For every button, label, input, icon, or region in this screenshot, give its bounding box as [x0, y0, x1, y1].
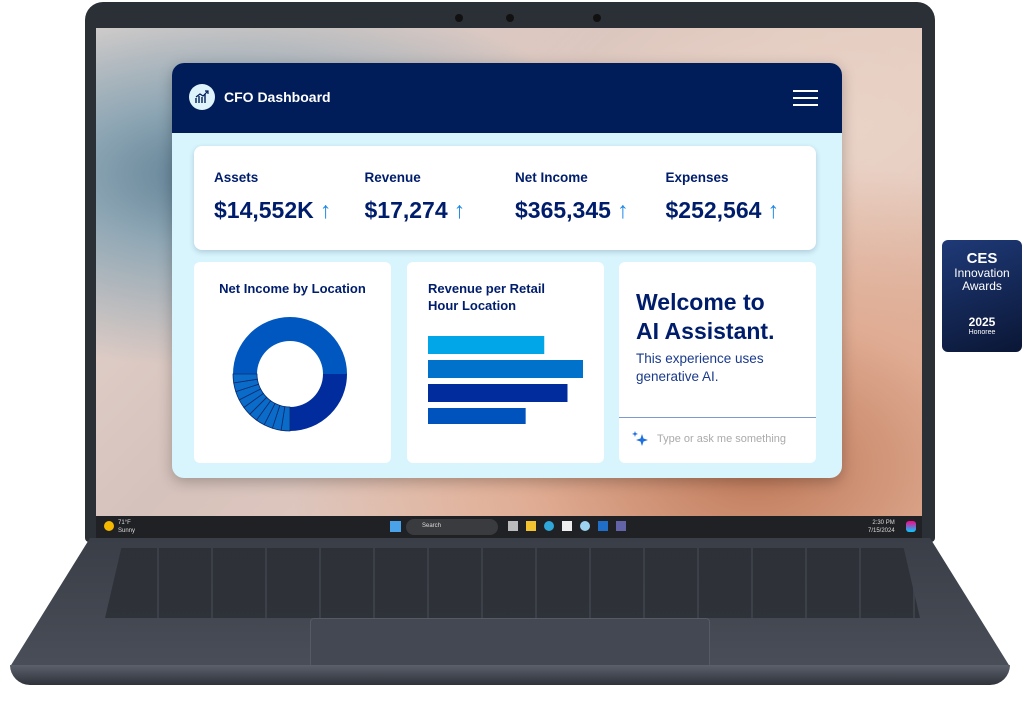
arrow-up-icon: ↑: [453, 197, 466, 223]
kpi-label: Revenue: [364, 170, 421, 185]
store-icon[interactable]: [562, 521, 572, 531]
file-explorer-icon[interactable]: [526, 521, 536, 531]
subtitle-line2: generative AI.: [636, 369, 719, 384]
arrow-up-icon: ↑: [616, 197, 629, 223]
kpi-label: Expenses: [665, 170, 729, 185]
ask-input[interactable]: Type or ask me something: [631, 430, 786, 448]
donut-slice[interactable]: [233, 317, 347, 374]
kpi-value: $14,552K: [214, 197, 314, 223]
weather-temp[interactable]: 71°F: [118, 520, 131, 526]
kpi-label: Net Income: [515, 170, 588, 185]
bar-title-line1: Revenue per Retail: [428, 281, 546, 296]
arrow-up-icon: ↑: [767, 197, 779, 223]
clock-time[interactable]: 2:30 PM: [872, 520, 895, 526]
dashboard-title: CFO Dashboard: [224, 89, 331, 105]
donut-slice[interactable]: [290, 374, 347, 431]
sensor-icon: [455, 14, 463, 22]
kpi-expenses: Expenses $252,564 ↑: [666, 146, 817, 250]
bar-card[interactable]: Revenue per Retail Hour Location: [407, 262, 604, 463]
bar[interactable]: [428, 336, 545, 354]
copilot-app-icon[interactable]: [580, 521, 590, 531]
kpi-value: $365,345: [515, 197, 611, 223]
laptop-front-edge: [10, 665, 1010, 685]
donut-card[interactable]: Net Income by Location: [194, 262, 391, 463]
sun-icon: [104, 521, 114, 531]
bar[interactable]: [428, 384, 568, 402]
donut-slice[interactable]: [232, 373, 258, 384]
badge-line1: Innovation: [954, 266, 1010, 280]
task-view-icon[interactable]: [508, 521, 518, 531]
kpi-label: Assets: [214, 170, 259, 185]
outlook-icon[interactable]: [598, 521, 608, 531]
cfo-dashboard-window: CFO Dashboard Assets $14,552K ↑ Revenue $17…: [172, 63, 842, 478]
kpi-card: Assets $14,552K ↑ Revenue $17,274 ↑ Net Inco…: [194, 146, 816, 250]
subtitle-line1: This experience uses: [636, 351, 764, 366]
donut-title: Net Income by Location: [219, 281, 366, 296]
kpi-value: $252,564: [665, 197, 762, 223]
touchpad: [310, 618, 710, 668]
webcam-icon: [506, 14, 514, 22]
badge-tier: Honoree: [968, 329, 996, 336]
ask-placeholder: Type or ask me something: [657, 433, 787, 445]
weather-text: Sunny: [118, 528, 136, 534]
ces-award-badge: CES Innovation Awards 2025 Honoree: [942, 240, 1022, 352]
badge-year: 2025: [968, 315, 996, 329]
sensor-icon: [593, 14, 601, 22]
edge-icon[interactable]: [544, 521, 554, 531]
badge-line2: Awards: [962, 279, 1002, 293]
bar[interactable]: [428, 360, 583, 378]
sparkle-icon: [632, 431, 648, 446]
taskbar: 71°F Sunny Search 2:30 PM 7/15/2024: [96, 516, 922, 538]
kpi-assets: Assets $14,552K ↑: [214, 146, 365, 250]
welcome-heading-line1: Welcome to: [636, 289, 765, 315]
search-label: Search: [422, 523, 442, 529]
bar-title-line2: Hour Location: [428, 298, 517, 313]
search-box[interactable]: Search: [406, 519, 498, 535]
ai-assistant-card: Welcome to AI Assistant. This experience …: [619, 262, 816, 463]
bar-chart: [428, 336, 583, 426]
donut-chart: [232, 317, 347, 432]
arrow-up-icon: ↑: [319, 197, 332, 223]
kpi-value: $17,274: [364, 197, 448, 223]
bar[interactable]: [428, 408, 526, 426]
clock-date[interactable]: 7/15/2024: [868, 528, 895, 534]
kpi-net-income: Net Income $365,345 ↑: [515, 146, 666, 250]
hamburger-icon[interactable]: [793, 90, 818, 106]
kpi-revenue: Revenue $17,274 ↑: [365, 146, 516, 250]
keyboard: [105, 548, 920, 618]
windows-start-icon[interactable]: [390, 521, 401, 532]
welcome-heading-line2: AI Assistant.: [636, 318, 775, 344]
dashboard-header: CFO Dashboard: [172, 63, 842, 133]
teams-icon[interactable]: [616, 521, 626, 531]
badge-brand: CES: [966, 250, 998, 267]
chart-growth-icon: [189, 84, 215, 110]
copilot-icon[interactable]: [906, 521, 916, 532]
